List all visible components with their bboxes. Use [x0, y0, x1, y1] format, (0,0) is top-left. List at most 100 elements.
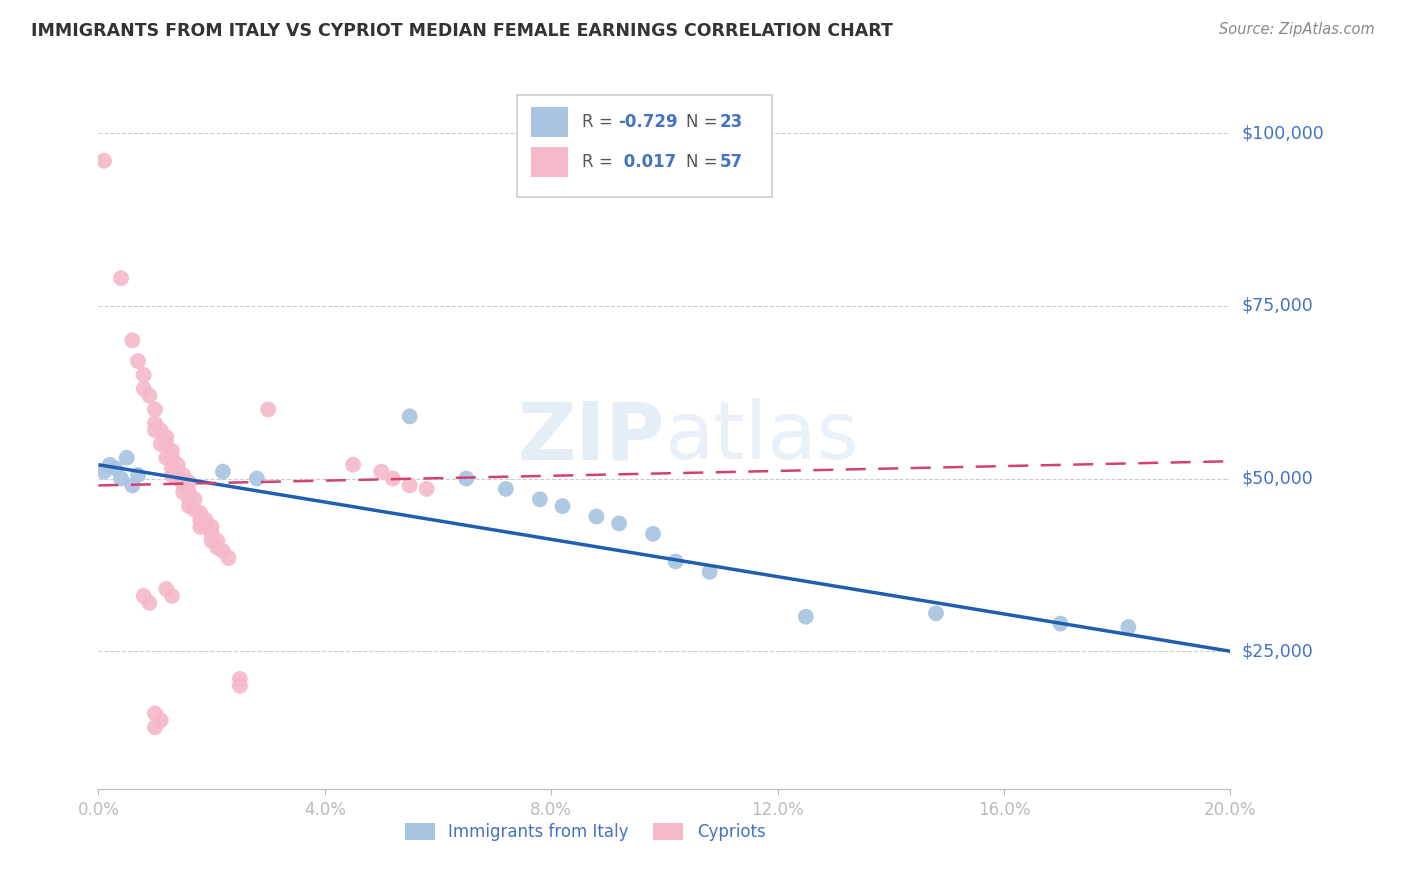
Point	[177, 475, 200, 489]
Point	[143, 423, 166, 437]
Point	[585, 509, 607, 524]
Text: N =: N =	[686, 113, 723, 131]
Point	[138, 596, 160, 610]
Point	[177, 499, 200, 513]
Point	[155, 437, 177, 451]
Point	[342, 458, 364, 472]
Point	[160, 468, 183, 483]
Point	[229, 679, 252, 693]
Point	[138, 389, 160, 403]
Point	[160, 443, 183, 458]
Text: IMMIGRANTS FROM ITALY VS CYPRIOT MEDIAN FEMALE EARNINGS CORRELATION CHART: IMMIGRANTS FROM ITALY VS CYPRIOT MEDIAN …	[31, 22, 893, 40]
Point	[201, 526, 224, 541]
Text: N =: N =	[686, 153, 723, 171]
Text: atlas: atlas	[665, 398, 859, 476]
Point	[495, 482, 517, 496]
Point	[1049, 616, 1071, 631]
Point	[183, 502, 205, 516]
Legend: Immigrants from Italy, Cypriots: Immigrants from Italy, Cypriots	[398, 816, 772, 848]
Point	[381, 471, 404, 485]
Point	[93, 153, 115, 168]
Text: R =: R =	[582, 113, 617, 131]
Point	[155, 582, 177, 596]
Point	[207, 533, 229, 548]
Point	[149, 714, 172, 728]
Text: R =: R =	[582, 153, 617, 171]
Point	[194, 513, 217, 527]
Point	[398, 478, 420, 492]
Point	[212, 544, 235, 558]
Point	[207, 541, 229, 555]
Point	[212, 465, 235, 479]
Point	[110, 471, 132, 485]
Text: $100,000: $100,000	[1241, 124, 1324, 142]
Point	[127, 354, 149, 368]
Point	[665, 554, 688, 568]
Point	[143, 417, 166, 431]
Point	[415, 482, 437, 496]
Text: 23: 23	[720, 113, 742, 131]
Point	[110, 271, 132, 285]
Point	[155, 450, 177, 465]
Point	[177, 492, 200, 507]
Point	[121, 478, 143, 492]
Text: 0.017: 0.017	[617, 153, 676, 171]
Point	[132, 382, 155, 396]
Point	[121, 334, 143, 348]
Point	[166, 465, 188, 479]
Point	[201, 533, 224, 548]
Point	[188, 506, 211, 520]
Text: $50,000: $50,000	[1241, 469, 1313, 488]
Bar	[531, 107, 568, 136]
Point	[218, 551, 240, 566]
Point	[551, 499, 574, 513]
Point	[607, 516, 630, 531]
Text: -0.729: -0.729	[617, 113, 678, 131]
Point	[456, 471, 478, 485]
Point	[143, 706, 166, 721]
Text: $75,000: $75,000	[1241, 297, 1313, 315]
Point	[160, 589, 183, 603]
Point	[183, 492, 205, 507]
Point	[149, 437, 172, 451]
Point	[160, 450, 183, 465]
Point	[172, 478, 194, 492]
Point	[1118, 620, 1140, 634]
Point	[166, 458, 188, 472]
Point	[257, 402, 280, 417]
Point	[188, 520, 211, 534]
Point	[104, 461, 127, 475]
Point	[699, 565, 721, 579]
Point	[201, 520, 224, 534]
FancyBboxPatch shape	[517, 95, 772, 197]
Bar	[531, 147, 568, 177]
Point	[529, 492, 551, 507]
Point	[93, 465, 115, 479]
Point	[132, 368, 155, 382]
Point	[246, 471, 269, 485]
Point	[370, 465, 392, 479]
Point	[194, 520, 217, 534]
Point	[149, 423, 172, 437]
Point	[166, 471, 188, 485]
Point	[155, 430, 177, 444]
Point	[115, 450, 138, 465]
Point	[143, 402, 166, 417]
Point	[398, 409, 420, 424]
Text: 57: 57	[720, 153, 742, 171]
Point	[132, 589, 155, 603]
Point	[98, 458, 121, 472]
Point	[127, 468, 149, 483]
Point	[188, 513, 211, 527]
Point	[641, 526, 664, 541]
Point	[160, 461, 183, 475]
Point	[172, 485, 194, 500]
Text: $25,000: $25,000	[1241, 642, 1313, 660]
Point	[925, 607, 948, 621]
Point	[229, 672, 252, 686]
Text: ZIP: ZIP	[517, 398, 665, 476]
Point	[172, 468, 194, 483]
Point	[794, 609, 817, 624]
Text: Source: ZipAtlas.com: Source: ZipAtlas.com	[1219, 22, 1375, 37]
Point	[143, 720, 166, 734]
